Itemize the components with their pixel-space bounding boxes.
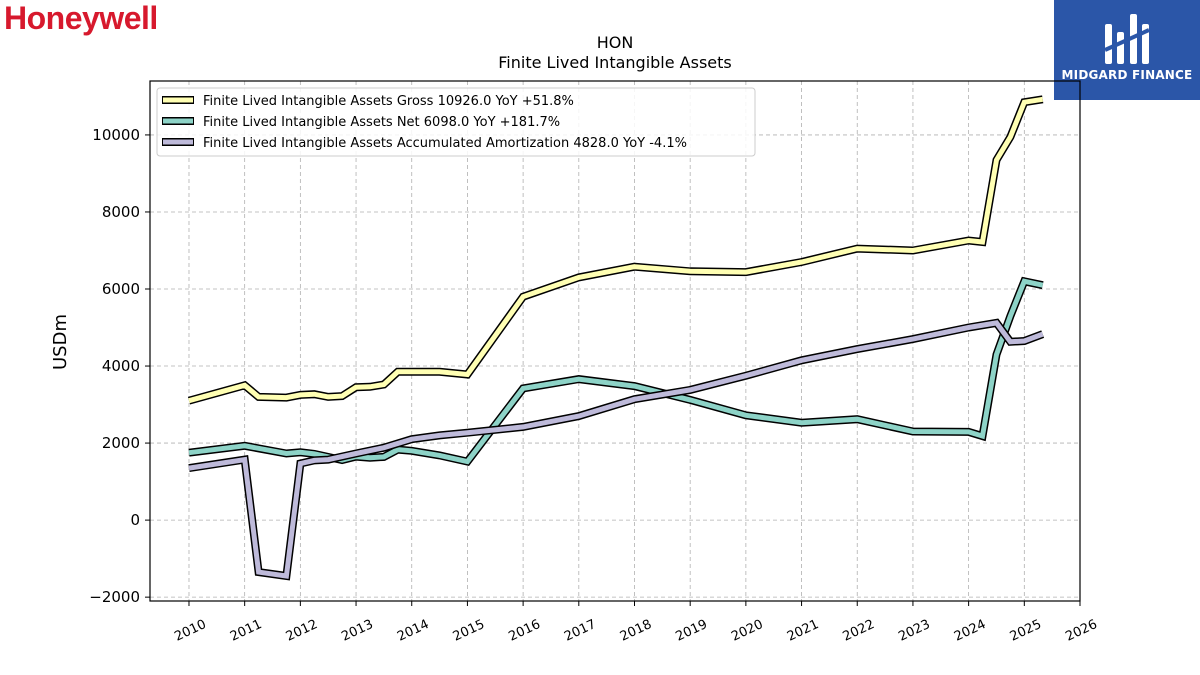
y-tick-label: 6000 bbox=[102, 280, 140, 298]
series-outline-2 bbox=[188, 276, 1044, 467]
midgard-finance-name: MIDGARD FINANCE bbox=[1061, 68, 1193, 82]
series-lines bbox=[187, 95, 1045, 581]
x-tick-label: 2013 bbox=[339, 617, 375, 645]
x-tick-label: 2010 bbox=[172, 617, 208, 645]
series-outline-3 bbox=[188, 318, 1045, 581]
series-line-1 bbox=[188, 96, 1044, 404]
x-axis-ticks: 2010 2011 2012 2013 2014 2015 2016 2017 2018 2019… bbox=[172, 601, 1100, 645]
series-line-3 bbox=[188, 320, 1044, 579]
x-tick-label: 2011 bbox=[228, 617, 264, 645]
midgard-finance-badge: MIDGARD FINANCE bbox=[1054, 0, 1200, 100]
legend-box bbox=[156, 87, 756, 157]
x-tick-label: 2024 bbox=[952, 617, 988, 645]
x-tick-label: 2022 bbox=[841, 617, 877, 645]
x-tick-label: 2014 bbox=[395, 617, 431, 645]
x-tick-label: 2020 bbox=[729, 617, 765, 645]
legend-label-2: Finite Lived Intangible Assets Net 6098.… bbox=[203, 115, 560, 130]
honeywell-logo: Honeywell bbox=[4, 0, 158, 36]
x-tick-label: 2019 bbox=[674, 617, 710, 645]
y-axis-ticks: −2000 0 2000 4000 6000 8000 10000 bbox=[89, 126, 150, 606]
y-tick-label: −2000 bbox=[89, 588, 140, 606]
y-tick-label: 8000 bbox=[102, 203, 140, 221]
y-tick-label: 10000 bbox=[92, 126, 140, 144]
x-tick-label: 2021 bbox=[785, 617, 821, 645]
chart-subtitle: Finite Lived Intangible Assets bbox=[498, 53, 731, 72]
x-tick-label: 2026 bbox=[1063, 617, 1099, 645]
y-tick-label: 4000 bbox=[102, 357, 140, 375]
chart-title: HON bbox=[597, 33, 634, 52]
y-axis-label: USDm bbox=[50, 314, 71, 370]
midgard-logo-icon bbox=[1054, 10, 1200, 72]
plot-frame bbox=[149, 80, 1081, 602]
x-tick-label: 2017 bbox=[562, 617, 598, 645]
y-tick-label: 0 bbox=[130, 511, 140, 529]
x-tick-label: 2018 bbox=[618, 617, 654, 645]
x-tick-label: 2023 bbox=[896, 617, 932, 645]
grid bbox=[150, 81, 1081, 601]
x-tick-label: 2025 bbox=[1008, 617, 1044, 645]
y-tick-label: 2000 bbox=[102, 434, 140, 452]
legend: Finite Lived Intangible Assets Gross 109… bbox=[156, 87, 756, 157]
legend-label-1: Finite Lived Intangible Assets Gross 109… bbox=[203, 94, 574, 109]
x-tick-label: 2016 bbox=[506, 617, 542, 645]
x-tick-label: 2015 bbox=[451, 617, 487, 645]
x-tick-label: 2012 bbox=[284, 617, 320, 645]
legend-label-3: Finite Lived Intangible Assets Accumulat… bbox=[203, 136, 687, 151]
